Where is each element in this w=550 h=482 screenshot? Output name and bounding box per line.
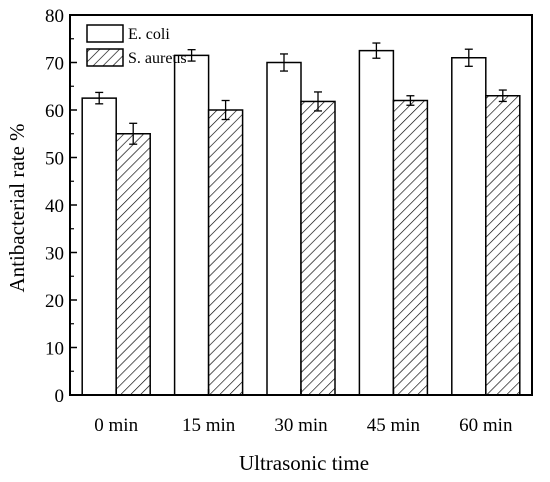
legend-swatch-e-coli [86, 24, 124, 43]
bar-e-coli [451, 57, 487, 396]
plot-area [81, 42, 521, 396]
bar-e-coli [81, 97, 117, 396]
y-tick-label: 50 [45, 149, 64, 170]
legend-label-e-coli: E. coli [128, 26, 170, 43]
y-tick-label: 60 [45, 101, 64, 122]
bar-e-coli [358, 49, 395, 396]
y-tick-label: 30 [45, 244, 64, 265]
x-tick-label: 45 min [367, 415, 421, 436]
x-tick-label: 15 min [182, 415, 236, 436]
legend-swatch-s-aureus [86, 48, 124, 67]
x-tick-label: 0 min [94, 415, 138, 436]
legend: E. coli S. aureus [86, 24, 187, 67]
bar-s-aureus [392, 99, 429, 396]
bar-s-aureus [300, 100, 336, 396]
x-tick-label: 60 min [459, 415, 513, 436]
y-tick-label: 80 [45, 6, 64, 27]
x-tick-label: 30 min [274, 415, 328, 436]
y-axis-title: Antibacterial rate % [5, 123, 29, 292]
bar-s-aureus [207, 109, 244, 396]
y-tick-label: 10 [45, 339, 64, 360]
y-tick-label: 20 [45, 291, 64, 312]
axes: 0 10 20 30 40 50 60 70 80 0 min 15 min 30 min 45 min… [45, 6, 533, 436]
bar-s-aureus [115, 133, 151, 396]
bar-s-aureus [485, 95, 521, 396]
y-tick-label: 0 [55, 386, 65, 407]
y-tick-label: 70 [45, 54, 64, 75]
x-axis-title: Ultrasonic time [239, 451, 369, 475]
legend-label-s-aureus: S. aureus [128, 50, 187, 67]
bar-e-coli [173, 54, 210, 396]
bar-e-coli [266, 61, 302, 396]
y-tick-label: 40 [45, 196, 64, 217]
